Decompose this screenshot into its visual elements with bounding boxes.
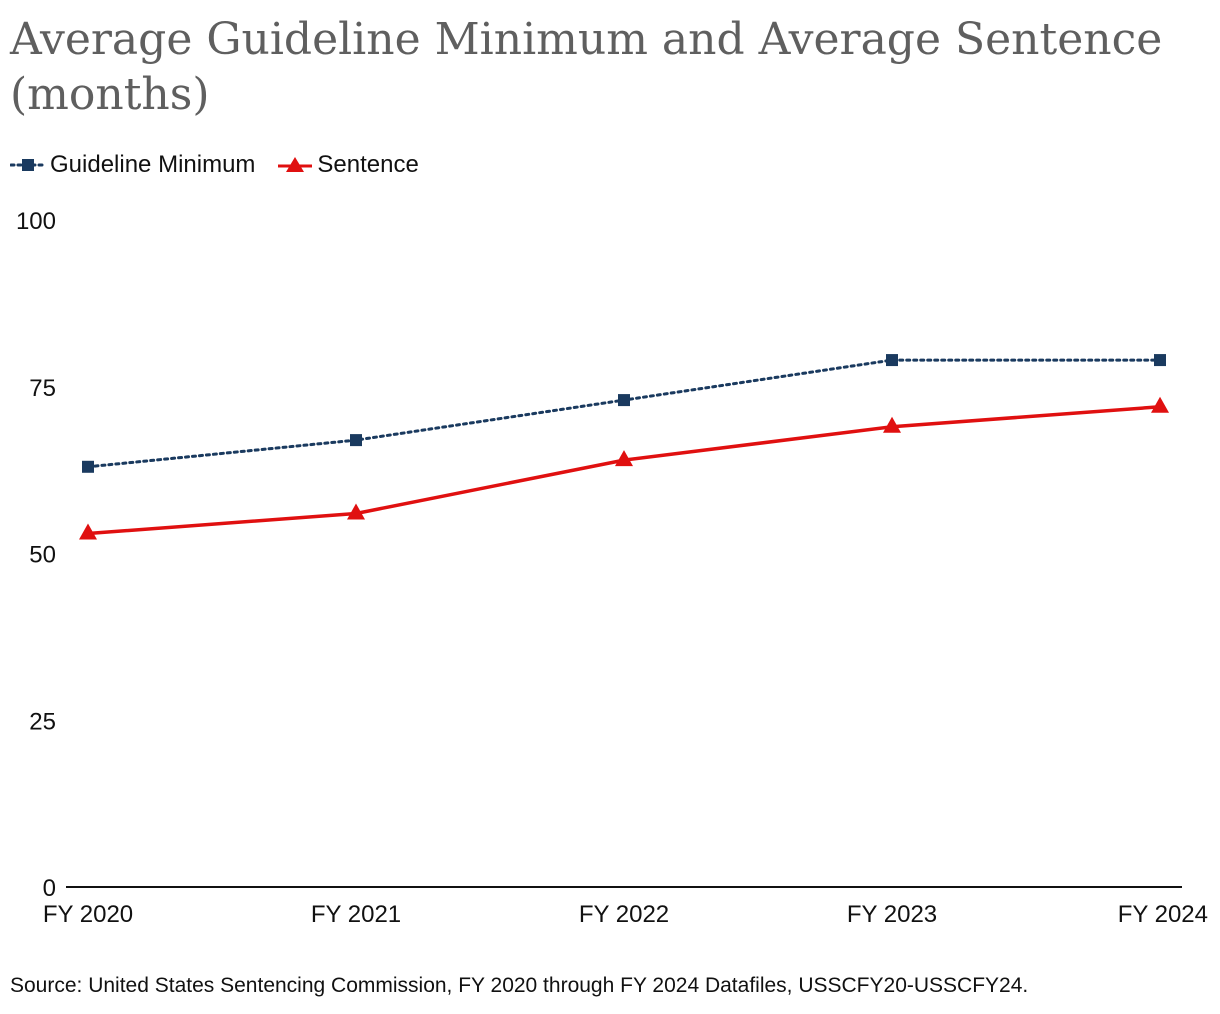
- y-tick-label: 0: [43, 875, 56, 902]
- point-guideline-minimum: [1154, 354, 1166, 367]
- point-sentence: [347, 503, 365, 520]
- chart-title: Average Guideline Minimum and Average Se…: [10, 14, 1163, 120]
- legend-label-sentence: Sentence: [317, 151, 419, 178]
- point-guideline-minimum: [618, 394, 630, 407]
- point-sentence: [883, 416, 901, 433]
- y-tick-label: 75: [29, 375, 56, 402]
- legend-label-guideline-minimum: Guideline Minimum: [50, 151, 256, 178]
- y-tick-label: 100: [16, 208, 56, 235]
- y-tick-label: 50: [29, 542, 56, 569]
- legend-swatch-guideline-minimum: [10, 159, 46, 171]
- x-tick-label: FY 2023: [847, 901, 937, 928]
- x-tick-label: FY 2022: [579, 901, 669, 928]
- x-tick-label: FY 2024: [1118, 901, 1208, 928]
- point-guideline-minimum: [886, 354, 898, 367]
- legend-item-sentence: Sentence: [277, 151, 419, 179]
- point-sentence: [79, 523, 97, 540]
- point-guideline-minimum: [350, 434, 362, 447]
- chart-legend: Guideline Minimum Sentence: [10, 148, 441, 182]
- point-sentence: [615, 450, 633, 467]
- legend-swatch-sentence: [278, 157, 313, 172]
- line-chart: 0 25 50 75 100 FY 2020 FY 2021 FY 2022 FY 2023 FY…: [16, 208, 1208, 928]
- point-guideline-minimum: [82, 460, 94, 473]
- source-note: Source: United States Sentencing Commiss…: [10, 974, 1029, 997]
- y-tick-label: 25: [29, 708, 56, 735]
- x-tick-label: FY 2021: [311, 901, 401, 928]
- series-line-sentence: [87, 405, 1161, 536]
- legend-item-guideline-minimum: Guideline Minimum: [10, 151, 255, 179]
- point-sentence: [1151, 396, 1169, 413]
- x-tick-label: FY 2020: [43, 901, 133, 928]
